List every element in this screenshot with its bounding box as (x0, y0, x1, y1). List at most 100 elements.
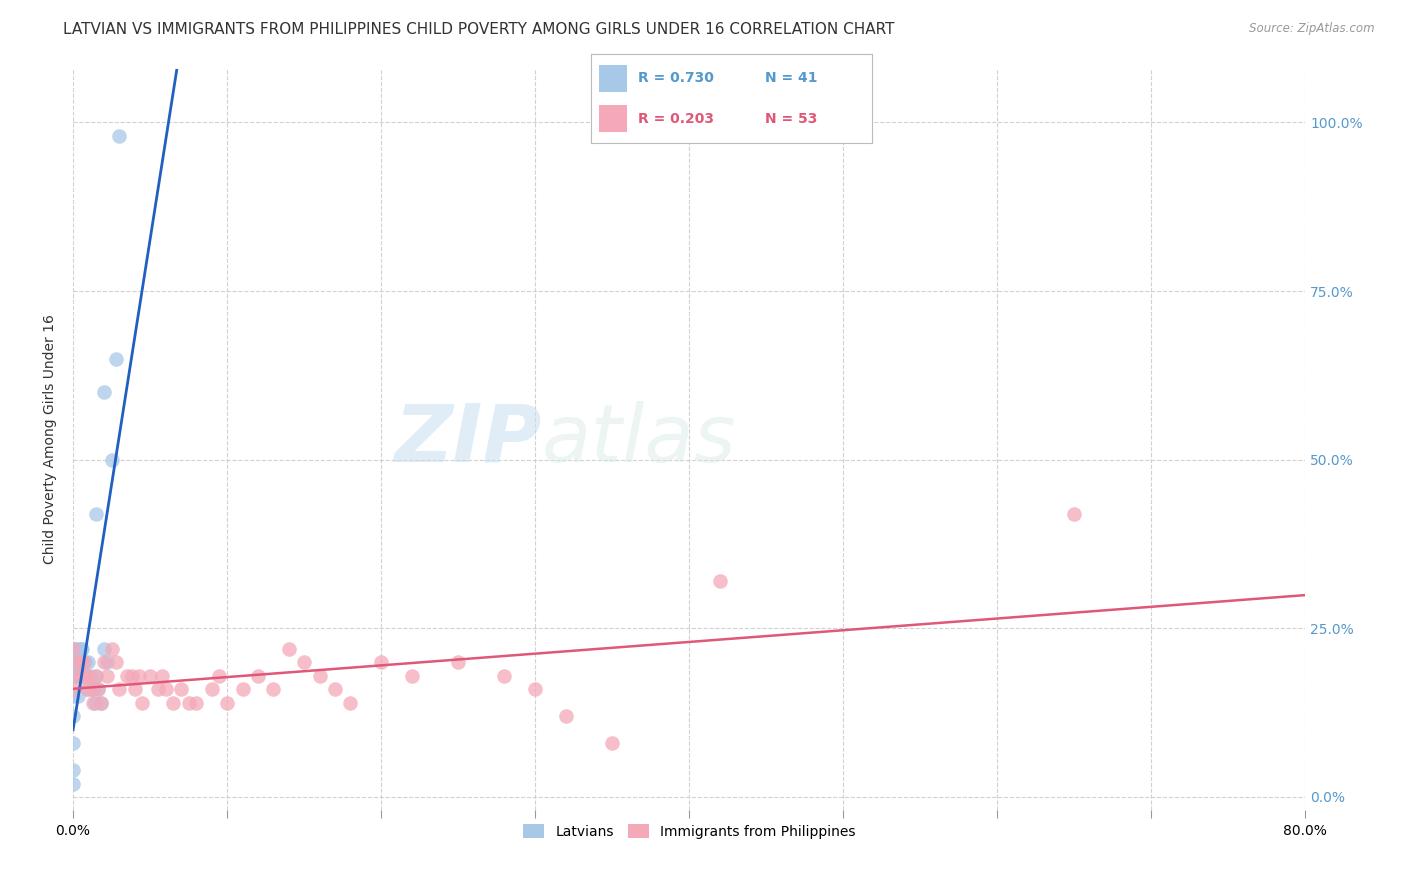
Point (709, 574, 731, 589)
Point (69, 655, 91, 669)
Point (186, 696, 208, 710)
Point (87, 682, 110, 697)
Point (93, 385, 115, 400)
Point (524, 682, 547, 697)
Point (152, 668, 174, 682)
Point (308, 668, 330, 682)
Point (62, 641, 84, 656)
Point (82, 682, 104, 697)
Bar (599, 65, 627, 92)
Point (93, 641, 115, 656)
Point (65, 668, 87, 682)
Point (69, 668, 91, 682)
Point (76, 682, 98, 697)
Point (77, 655, 100, 669)
Text: Source: ZipAtlas.com: Source: ZipAtlas.com (1250, 22, 1375, 36)
Point (80, 682, 103, 697)
Point (62, 776, 84, 790)
Point (277, 641, 299, 656)
Point (131, 696, 153, 710)
Point (62, 655, 84, 669)
Point (66, 655, 89, 669)
Point (77, 668, 100, 682)
Text: R = 0.203: R = 0.203 (638, 112, 714, 126)
Point (79, 668, 101, 682)
Legend: Latvians, Immigrants from Philippines: Latvians, Immigrants from Philippines (517, 819, 860, 845)
Point (339, 696, 361, 710)
Point (401, 668, 423, 682)
Point (75, 668, 97, 682)
Point (100, 641, 122, 656)
Point (323, 682, 346, 697)
Point (201, 682, 224, 697)
Point (600, 736, 623, 750)
Point (83, 696, 105, 710)
Point (208, 668, 231, 682)
Point (65, 655, 87, 669)
Point (170, 682, 193, 697)
Point (84, 668, 107, 682)
Point (139, 668, 162, 682)
Point (146, 682, 169, 697)
Point (231, 682, 253, 697)
Point (177, 696, 200, 710)
Point (72, 655, 94, 669)
Text: atlas: atlas (541, 401, 737, 478)
Point (115, 668, 138, 682)
Point (84, 507, 107, 521)
Point (217, 696, 239, 710)
Point (69, 641, 91, 656)
Point (66, 689, 89, 703)
Bar (599, 105, 627, 132)
Point (65, 641, 87, 656)
Point (96, 655, 118, 669)
Point (121, 668, 143, 682)
Point (66, 668, 89, 682)
Point (82, 696, 104, 710)
Point (128, 668, 150, 682)
Text: N = 41: N = 41 (765, 71, 817, 86)
Point (93, 655, 115, 669)
Point (62, 736, 84, 750)
Point (73, 655, 96, 669)
Point (72, 668, 94, 682)
Point (75, 655, 97, 669)
Point (105, 351, 128, 366)
Point (262, 682, 284, 697)
Point (246, 668, 269, 682)
Point (75, 668, 97, 682)
Point (66, 668, 89, 682)
Point (62, 641, 84, 656)
Point (87, 682, 110, 697)
Point (105, 655, 128, 669)
Point (555, 709, 578, 723)
Point (90, 696, 112, 710)
Point (65, 655, 87, 669)
Text: N = 53: N = 53 (765, 112, 817, 126)
Point (1063, 507, 1085, 521)
Point (80, 682, 103, 697)
Text: LATVIAN VS IMMIGRANTS FROM PHILIPPINES CHILD POVERTY AMONG GIRLS UNDER 16 CORREL: LATVIAN VS IMMIGRANTS FROM PHILIPPINES C… (63, 22, 894, 37)
Text: R = 0.730: R = 0.730 (638, 71, 714, 86)
Point (90, 696, 112, 710)
Point (72, 641, 94, 656)
Point (73, 655, 96, 669)
Point (62, 689, 84, 703)
Point (124, 682, 146, 697)
Point (292, 655, 315, 669)
Y-axis label: Child Poverty Among Girls Under 16: Child Poverty Among Girls Under 16 (44, 315, 58, 565)
Point (155, 682, 177, 697)
Point (77, 682, 100, 697)
Point (100, 452, 122, 467)
Text: ZIP: ZIP (394, 401, 541, 478)
Point (76, 668, 98, 682)
Point (494, 668, 516, 682)
Point (73, 668, 96, 682)
Point (96, 668, 118, 682)
Point (108, 682, 131, 697)
Point (108, 128, 131, 143)
Point (370, 655, 392, 669)
Point (62, 668, 84, 682)
Point (62, 682, 84, 697)
Point (69, 655, 91, 669)
